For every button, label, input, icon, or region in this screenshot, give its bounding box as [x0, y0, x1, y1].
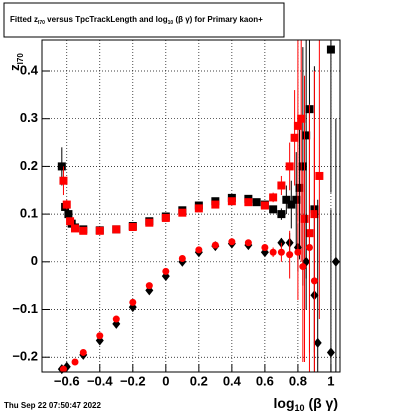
data-point	[302, 131, 311, 140]
data-point	[112, 225, 121, 234]
y-tick-label: 0.4	[20, 62, 39, 77]
data-point	[315, 171, 324, 180]
data-point	[59, 176, 68, 185]
data-point	[79, 348, 87, 356]
data-point	[194, 204, 203, 213]
data-point	[112, 315, 120, 323]
data-point	[178, 254, 186, 262]
subscript: 10	[168, 20, 174, 26]
text-part: versus TpcTrackLength and log	[45, 15, 168, 24]
data-point	[313, 337, 322, 348]
data-point	[59, 365, 67, 373]
subscript: 10	[295, 403, 305, 413]
x-tick-label: 1	[327, 373, 334, 388]
data-point	[269, 248, 277, 256]
subscript: I70	[38, 20, 45, 26]
data-point	[71, 224, 80, 233]
data-point	[286, 251, 294, 259]
data-point	[64, 210, 73, 219]
data-point	[260, 201, 269, 210]
data-point	[66, 217, 75, 226]
x-tick-label: 0.6	[256, 373, 274, 388]
data-point	[287, 200, 296, 209]
data-point	[162, 267, 170, 275]
data-point	[71, 358, 79, 366]
data-point	[326, 347, 335, 358]
y-tick-label: 0.1	[20, 206, 38, 221]
data-point	[294, 248, 302, 256]
data-point	[299, 263, 307, 271]
y-tick-label: −0.1	[12, 301, 38, 316]
data-point	[295, 183, 304, 192]
data-point	[79, 226, 88, 235]
data-point	[331, 256, 340, 267]
subscript: I70	[16, 53, 25, 65]
data-point	[297, 114, 306, 123]
data-point	[310, 277, 318, 285]
data-point	[211, 200, 220, 209]
data-point	[298, 162, 307, 171]
data-point	[300, 214, 309, 223]
x-tick-label: −0.6	[54, 373, 80, 388]
data-point	[195, 246, 203, 254]
chart-title: Fitted zI70 versus TpcTrackLength and lo…	[10, 15, 263, 26]
x-tick-label: 0.2	[190, 373, 208, 388]
x-tick-label: −0.4	[87, 373, 113, 388]
data-point	[62, 200, 71, 209]
data-point	[290, 133, 299, 142]
data-point	[211, 241, 219, 249]
x-tick-label: 0.4	[223, 373, 242, 388]
x-tick-label: 0	[162, 373, 169, 388]
y-axis-label: zI70	[7, 53, 24, 71]
data-point	[261, 244, 269, 251]
data-point	[277, 210, 286, 219]
y-tick-label: −0.2	[12, 349, 38, 364]
data-point	[96, 332, 104, 340]
data-point	[227, 197, 236, 206]
data-point	[145, 282, 153, 290]
data-point	[244, 239, 252, 247]
data-point	[252, 198, 261, 207]
data-point	[285, 162, 294, 171]
data-point	[244, 198, 253, 207]
text-part: (β γ)	[305, 395, 338, 411]
data-point	[145, 218, 154, 227]
data-point	[178, 208, 187, 217]
data-point	[269, 193, 278, 202]
date-stamp: Thu Sep 22 07:50:47 2022	[4, 401, 101, 410]
data-point	[305, 244, 313, 251]
x-axis-label: log10 (β γ)	[274, 395, 338, 414]
text-part: Fitted z	[10, 15, 38, 24]
data-point	[326, 45, 335, 54]
data-point	[129, 298, 137, 306]
data-point	[128, 222, 137, 231]
data-point	[228, 238, 236, 246]
text-part: (β γ) for Primary kaon+	[173, 15, 263, 24]
text-part: log	[274, 395, 295, 411]
data-point	[292, 195, 301, 204]
data-point	[161, 213, 170, 222]
text-part: z	[7, 64, 22, 71]
title-box	[3, 2, 285, 38]
x-tick-label: 0.8	[289, 373, 307, 388]
data-point	[57, 162, 66, 171]
data-point	[95, 226, 104, 235]
y-tick-label: 0.2	[20, 158, 38, 173]
frame	[41, 39, 341, 373]
x-tick-label: −0.2	[120, 373, 146, 388]
data-point	[293, 121, 302, 130]
data-point	[282, 195, 291, 204]
data-point	[277, 248, 285, 256]
y-tick-label: 0.3	[20, 110, 38, 125]
y-tick-label: 0	[31, 253, 38, 268]
data-point	[269, 205, 278, 214]
data-point	[277, 181, 286, 190]
